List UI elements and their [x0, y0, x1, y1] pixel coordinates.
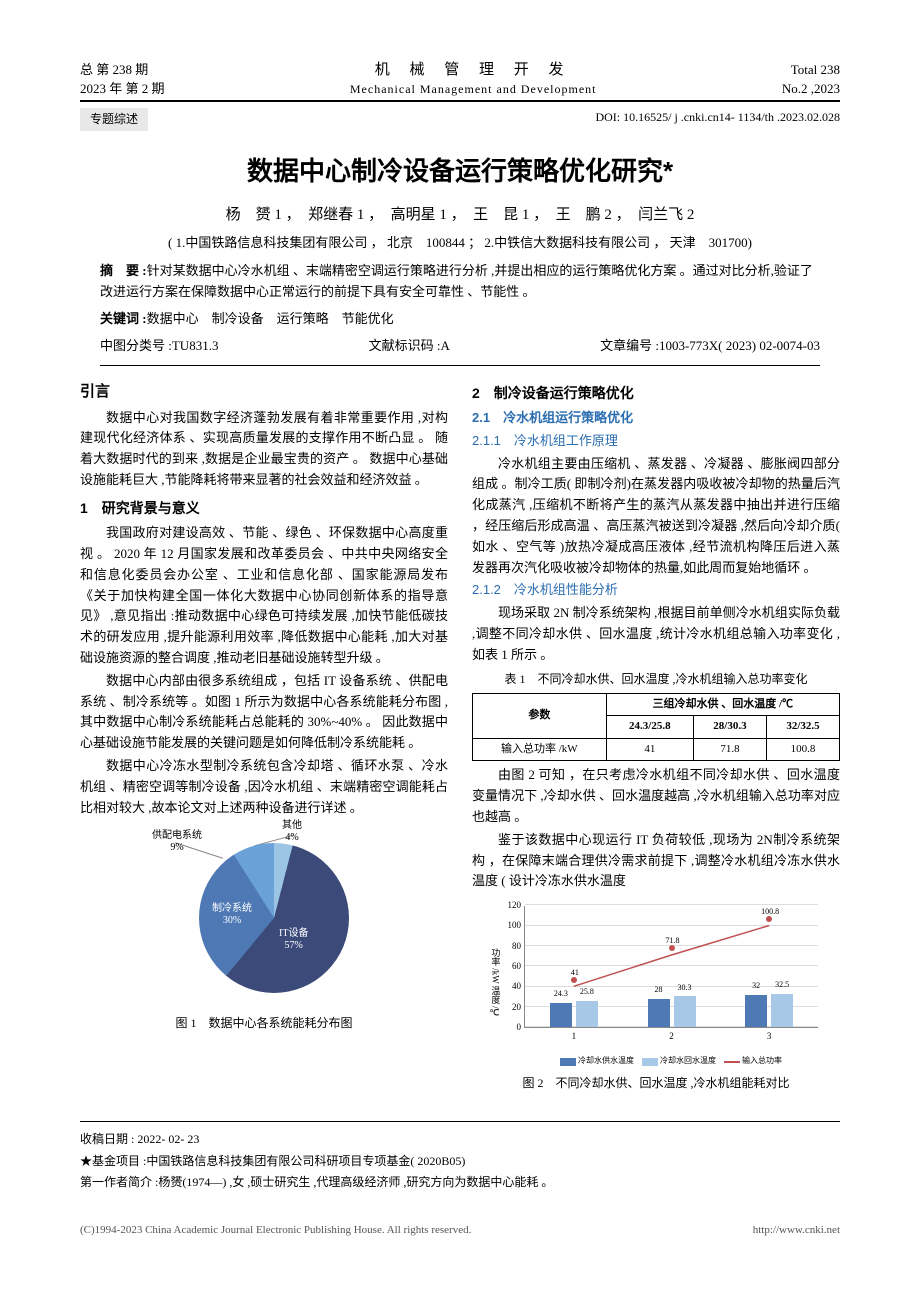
pie-label-power: 供配电系统9%	[152, 830, 202, 854]
table-1: 参数 三组冷却水供 、回水温度 /℃ 24.3/25.8 28/30.3 32/…	[472, 693, 840, 762]
table-col-1: 24.3/25.8	[606, 716, 693, 739]
journal-name-cn: 机 械 管 理 开 发	[350, 60, 597, 81]
doi: DOI: 10.16525/ j .cnki.cn14- 1134/th .20…	[595, 108, 840, 131]
para-1b: 数据中心内部由很多系统组成 ，包括 IT 设备系统 、供配电系统 、制冷系统等 …	[80, 671, 448, 754]
received-date: 收稿日期 : 2022- 02- 23	[80, 1130, 840, 1149]
page-footer: 收稿日期 : 2022- 02- 23 ★基金项目 :中国铁路信息科技集团有限公…	[80, 1121, 840, 1192]
bc-ytick-label: 0	[495, 1020, 521, 1034]
table-col-3: 32/32.5	[766, 716, 839, 739]
paper-title: 数据中心制冷设备运行策略优化研究*	[80, 151, 840, 193]
journal-name-en: Mechanical Management and Development	[350, 81, 597, 98]
heading-2-1-1: 2.1.1 冷水机组工作原理	[472, 431, 840, 452]
table-1-title: 表 1 不同冷却水供、回水温度 ,冷水机组输入总功率变化	[472, 670, 840, 689]
legend-swatch	[642, 1058, 658, 1066]
article-id: 文章编号 :1003-773X( 2023) 02-0074-03	[600, 336, 820, 357]
keywords-label: 关键词 :	[100, 311, 147, 326]
table-row-label: 输入总功率 /kW	[473, 738, 607, 761]
heading-2: 2 制冷设备运行策略优化	[472, 382, 840, 404]
issue-total: 总 第 238 期	[80, 61, 165, 79]
fund-info: ★基金项目 :中国铁路信息科技集团有限公司科研项目专项基金( 2020B05)	[80, 1152, 840, 1171]
bc-xtick-label: 2	[669, 1029, 674, 1043]
heading-2-1-2: 2.1.2 冷水机组性能分析	[472, 580, 840, 601]
figure-1-caption: 图 1 数据中心各系统能耗分布图	[80, 1014, 448, 1033]
authors: 杨 赟 1 ， 郑继春 1 ， 高明星 1 ， 王 昆 1 ， 王 鹏 2 ， …	[80, 203, 840, 227]
copyright-line: (C)1994-2023 China Academic Journal Elec…	[80, 1222, 840, 1240]
legend-line	[724, 1061, 740, 1063]
pie-label-other: 其他4%	[282, 820, 302, 844]
para-212b: 由图 2 可知 ，在只考虑冷水机组不同冷却水供 、回水温度变量情况下 ,冷却水供…	[472, 765, 840, 827]
legend-label: 冷却水回水温度	[660, 1056, 716, 1065]
clc-number: 中图分类号 :TU831.3	[100, 336, 218, 357]
column-tag: 专题综述	[80, 108, 148, 131]
table-head-param: 参数	[473, 693, 607, 738]
bc-xtick-label: 1	[572, 1029, 577, 1043]
subheader: 专题综述 DOI: 10.16525/ j .cnki.cn14- 1134/t…	[80, 108, 840, 131]
para-212c: 鉴于该数据中心现运行 IT 负荷较低 ,现场为 2N制冷系统架构 ，在保障末端合…	[472, 830, 840, 892]
total-en: Total 238	[782, 61, 840, 79]
para-212a: 现场采取 2N 制冷系统架构 ,根据目前单侧冷水机组实际负载 ,调整不同冷却水供…	[472, 603, 840, 665]
table-head-group: 三组冷却水供 、回水温度 /℃	[606, 693, 839, 716]
pie-label-it: IT设备57%	[279, 928, 308, 952]
bc-line-svg	[525, 906, 818, 1027]
intro-paragraph: 数据中心对我国数字经济蓬勃发展有着非常重要作用 ,对构建现代化经济体系 、实现高…	[80, 408, 448, 491]
right-column: 2 制冷设备运行策略优化 2.1 冷水机组运行策略优化 2.1.1 冷水机组工作…	[472, 376, 840, 1102]
bc-ytick-label: 80	[495, 939, 521, 953]
heading-2-1: 2.1 冷水机组运行策略优化	[472, 408, 840, 429]
affiliations: ( 1.中国铁路信息科技集团有限公司 ， 北京 100844 ； 2.中铁信大数…	[80, 233, 840, 254]
issue-en: No.2 ,2023	[782, 80, 840, 98]
heading-1: 1 研究背景与意义	[80, 497, 448, 519]
para-1a: 我国政府对建设高效 、节能 、绿色 、环保数据中心高度重视 。 2020 年 1…	[80, 523, 448, 669]
abstract-label: 摘 要 :	[100, 263, 147, 278]
copyright-url: http://www.cnki.net	[753, 1222, 840, 1240]
copyright-text: (C)1994-2023 China Academic Journal Elec…	[80, 1222, 471, 1240]
abstract: 摘 要 :针对某数据中心冷水机组 、末端精密空调运行策略进行分析 ,并提出相应的…	[100, 261, 820, 303]
para-1c: 数据中心冷冻水型制冷系统包含冷却塔 、循环水泵 、冷水机组 、精密空调等制冷设备…	[80, 756, 448, 818]
figure-2-caption: 图 2 不同冷却水供、回水温度 ,冷水机组能耗对比	[472, 1074, 840, 1093]
doc-code: 文献标识码 :A	[369, 336, 450, 357]
legend-label: 输入总功率	[742, 1056, 782, 1065]
left-column: 引言 数据中心对我国数字经济蓬勃发展有着非常重要作用 ,对构建现代化经济体系 、…	[80, 376, 448, 1102]
table-row: 参数 三组冷却水供 、回水温度 /℃	[473, 693, 840, 716]
bc-ytick-label: 40	[495, 979, 521, 993]
pie-label-cooling: 制冷系统30%	[212, 903, 252, 927]
legend-label: 冷却水供水温度	[578, 1056, 634, 1065]
legend-swatch	[560, 1058, 576, 1066]
bc-xtick-label: 3	[767, 1029, 772, 1043]
table-cell: 71.8	[693, 738, 766, 761]
header-right: Total 238 No.2 ,2023	[782, 61, 840, 97]
para-211: 冷水机组主要由压缩机 、蒸发器 、冷凝器 、膨胀阀四部分组成 。制冷工质( 即制…	[472, 454, 840, 579]
bc-ytick-label: 120	[495, 898, 521, 912]
table-col-2: 28/30.3	[693, 716, 766, 739]
bc-plot-area: 02040608010012024.325.84112830.371.82323…	[524, 906, 818, 1028]
table-row: 输入总功率 /kW 41 71.8 100.8	[473, 738, 840, 761]
page-header: 总 第 238 期 2023 年 第 2 期 机 械 管 理 开 发 Mecha…	[80, 60, 840, 102]
figure-1-pie-chart: 供配电系统9% 其他4% IT设备57% 制冷系统30%	[164, 828, 364, 1008]
abstract-text: 针对某数据中心冷水机组 、末端精密空调运行策略进行分析 ,并提出相应的运行策略优…	[100, 263, 813, 299]
table-cell: 100.8	[766, 738, 839, 761]
bc-ytick-label: 100	[495, 918, 521, 932]
keywords-line: 关键词 :数据中心 制冷设备 运行策略 节能优化	[100, 309, 820, 330]
keywords-text: 数据中心 制冷设备 运行策略 节能优化	[147, 311, 394, 326]
bc-ytick-label: 60	[495, 959, 521, 973]
header-left: 总 第 238 期 2023 年 第 2 期	[80, 61, 165, 97]
heading-intro: 引言	[80, 380, 448, 404]
table-cell: 41	[606, 738, 693, 761]
classification-line: 中图分类号 :TU831.3 文献标识码 :A 文章编号 :1003-773X(…	[100, 336, 820, 366]
bc-legend: 冷却水供水温度 冷却水回水温度 输入总功率	[524, 1055, 818, 1068]
bc-ytick-label: 20	[495, 1000, 521, 1014]
issue-year: 2023 年 第 2 期	[80, 80, 165, 98]
figure-2-bar-chart: 功率 /kW 温度 /℃ 02040608010012024.325.84112…	[486, 898, 826, 1068]
body-columns: 引言 数据中心对我国数字经济蓬勃发展有着非常重要作用 ,对构建现代化经济体系 、…	[80, 376, 840, 1102]
header-center: 机 械 管 理 开 发 Mechanical Management and De…	[350, 60, 597, 98]
first-author-bio: 第一作者简介 :杨赟(1974—) ,女 ,硕士研究生 ,代理高级经济师 ,研究…	[80, 1173, 840, 1192]
